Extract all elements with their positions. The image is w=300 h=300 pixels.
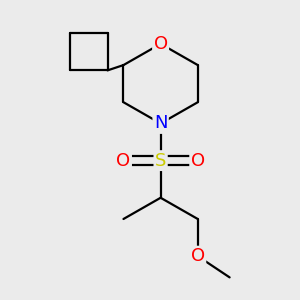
- Text: O: O: [116, 152, 130, 169]
- Text: S: S: [155, 152, 166, 169]
- Text: O: O: [154, 35, 168, 53]
- Text: N: N: [154, 115, 167, 133]
- Text: O: O: [191, 247, 205, 265]
- Text: O: O: [191, 152, 205, 169]
